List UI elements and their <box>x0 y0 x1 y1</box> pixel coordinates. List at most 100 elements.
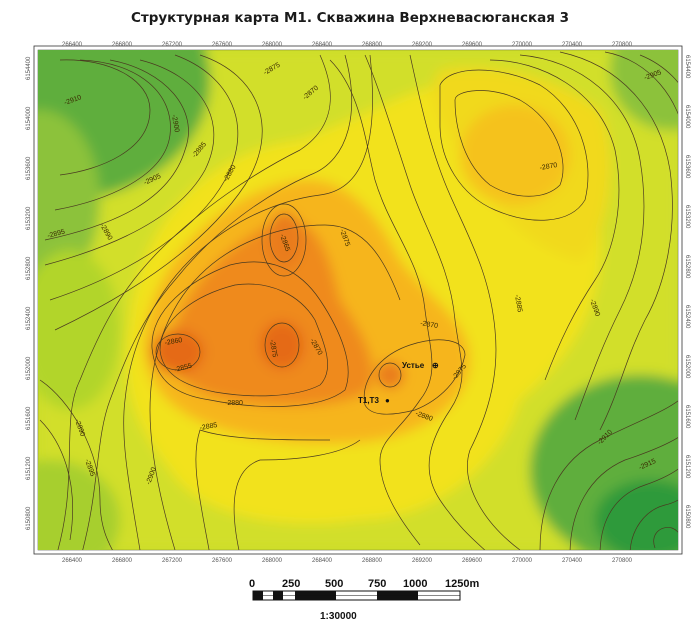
contour-line <box>409 54 521 550</box>
contour-label: -2875 <box>268 339 278 358</box>
contour-line <box>599 468 678 550</box>
contour-label: -2855 <box>174 363 193 374</box>
x-tick-top: 268400 <box>312 42 333 48</box>
contour-line <box>329 59 433 546</box>
x-tick-bottom: 267200 <box>162 558 183 564</box>
contour-line <box>604 51 678 115</box>
x-ticks-bottom: 266400 266800 267200 267600 268000 26840… <box>62 558 633 564</box>
contour-line <box>123 54 373 550</box>
x-tick-bottom: 269200 <box>412 558 433 564</box>
well-t1t3[interactable]: Т1,Т3 ● <box>358 396 390 405</box>
x-tick-bottom: 268800 <box>362 558 383 564</box>
contour-label: -2860 <box>164 337 183 347</box>
contour-label: -2880 <box>225 400 243 407</box>
x-tick-top: 266800 <box>112 42 133 48</box>
y-tick-left: 6154000 <box>26 106 32 130</box>
contour-line <box>39 419 73 541</box>
y-tick-right: 6150800 <box>684 505 690 529</box>
contour-line <box>151 261 349 407</box>
contour-line <box>569 437 678 550</box>
x-tick-top: 267600 <box>212 42 233 48</box>
y-tick-right: 6153600 <box>684 155 690 179</box>
contour-line <box>539 400 678 550</box>
y-tick-right: 6152400 <box>684 305 690 329</box>
fill-orange <box>169 219 373 406</box>
contour-label: -2895 <box>47 229 66 240</box>
well-ustye-symbol: ⊕ <box>432 361 439 370</box>
contour-line <box>378 362 402 388</box>
scale-label: 1250m <box>445 578 479 590</box>
fill-dark-orange-1 <box>152 330 204 374</box>
y-tick-left: 6152000 <box>26 356 32 380</box>
scale-bar-graphic <box>252 590 461 601</box>
well-ustye[interactable]: Устье ⊕ <box>402 361 439 370</box>
contour-line <box>195 429 331 550</box>
x-tick-top: 270000 <box>512 42 533 48</box>
contour-label: -2885 <box>513 294 523 313</box>
y-tick-left: 6150800 <box>26 506 32 530</box>
x-tick-top: 268800 <box>362 42 383 48</box>
fill-se-dark <box>595 480 678 550</box>
x-tick-bottom: 267600 <box>212 558 233 564</box>
fill-dark-orange-3 <box>267 212 303 268</box>
y-tick-right: 6152000 <box>684 355 690 379</box>
y-tick-right: 6151600 <box>684 405 690 429</box>
fill-ne-light-orange <box>460 105 570 205</box>
y-tick-left: 6152400 <box>26 306 32 330</box>
contour-label: -2885 <box>199 422 218 432</box>
x-tick-top: 267200 <box>162 42 183 48</box>
contour-line <box>454 90 564 197</box>
contour-line <box>439 69 589 221</box>
well-t1t3-label: Т1,Т3 <box>358 396 379 405</box>
fill-dark-orange-2 <box>260 321 304 369</box>
x-tick-top: 270800 <box>612 42 633 48</box>
contour-line <box>155 333 201 371</box>
x-ticks-top: 266400 266800 267200 267600 268000 26840… <box>62 42 633 48</box>
x-tick-top: 269200 <box>412 42 433 48</box>
scale-label: 750 <box>368 578 386 590</box>
contour-line <box>629 499 678 550</box>
contour-label: -2870 <box>420 320 439 330</box>
contour-line <box>54 54 263 331</box>
map-title: Структурная карта М1. Скважина Верхневас… <box>130 10 570 26</box>
contour-line <box>653 527 678 549</box>
x-tick-bottom: 269600 <box>462 558 483 564</box>
contour-line <box>39 379 113 550</box>
y-tick-left: 6151600 <box>26 406 32 430</box>
contour-line <box>264 322 300 368</box>
y-tick-left: 6153600 <box>26 156 32 180</box>
y-tick-left: 6152800 <box>26 256 32 280</box>
y-tick-right: 6154400 <box>684 55 690 79</box>
contour-line <box>261 203 307 277</box>
contour-line <box>59 59 151 176</box>
contour-line <box>639 54 678 84</box>
well-markers: Устье ⊕ Т1,Т3 ● <box>358 361 439 405</box>
contour-line <box>364 54 486 550</box>
scale-ratio: 1:30000 <box>320 611 357 622</box>
well-t1t3-symbol: ● <box>385 396 390 405</box>
scale-label: 1000 <box>403 578 427 590</box>
y-tick-left: 6154400 <box>26 56 32 80</box>
y-tick-right: 6154000 <box>684 105 690 129</box>
x-tick-bottom: 270000 <box>512 558 533 564</box>
fill-nw-green2 <box>38 110 100 290</box>
x-tick-top: 269600 <box>462 42 483 48</box>
contour-label: -2900 <box>170 114 180 133</box>
x-tick-bottom: 268400 <box>312 558 333 564</box>
y-tick-right: 6151200 <box>684 455 690 479</box>
fill-west-green <box>38 250 120 410</box>
contour-line <box>363 339 466 415</box>
scale-label: 250 <box>282 578 300 590</box>
contour-label: -2870 <box>539 162 558 172</box>
y-tick-right: 6152800 <box>684 255 690 279</box>
x-tick-bottom: 266800 <box>112 558 133 564</box>
x-tick-top: 270400 <box>562 42 583 48</box>
x-tick-bottom: 266400 <box>62 558 83 564</box>
scale-label: 0 <box>249 578 255 590</box>
x-tick-top: 266400 <box>62 42 83 48</box>
x-tick-bottom: 270800 <box>612 558 633 564</box>
contour-line <box>519 54 645 421</box>
x-tick-bottom: 270400 <box>562 558 583 564</box>
x-tick-top: 268000 <box>262 42 283 48</box>
y-ticks-left: 6154400 6154000 6153600 6153200 6152800 … <box>26 56 32 530</box>
